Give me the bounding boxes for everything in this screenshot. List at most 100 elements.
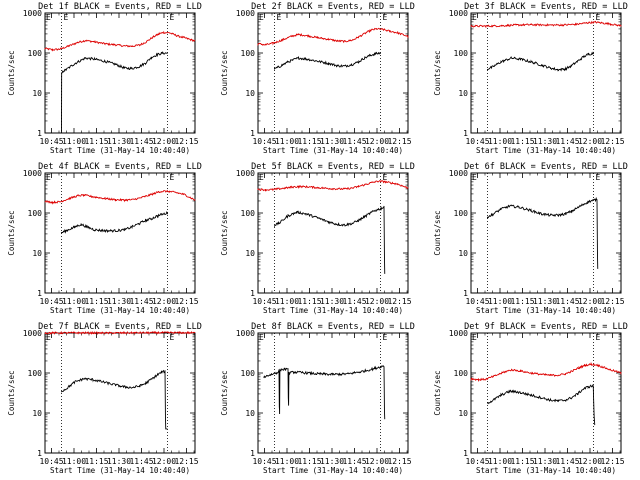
y-axis-title: Counts/sec (7, 370, 16, 415)
y-tick-label: 1 (37, 449, 42, 458)
x-tick-label: 12:00 (578, 457, 602, 466)
y-tick-label: 100 (454, 209, 469, 218)
events-series-line (61, 51, 168, 134)
panel-title: Det 6f BLACK = Events, RED = LLD (464, 162, 628, 172)
plot-frame (257, 332, 409, 454)
lld-series-line (44, 30, 196, 52)
y-tick-label: 1 (37, 129, 42, 138)
y-tick-label: 1 (463, 289, 468, 298)
events-series-line (274, 51, 381, 70)
event-marker-label: E (170, 333, 175, 342)
x-tick-label: 11:30 (320, 137, 344, 146)
x-axis-title: Start Time (31-May-14 10:40:40) (263, 306, 403, 315)
y-axis-title: Counts/sec (433, 50, 442, 95)
x-axis-title: Start Time (31-May-14 10:40:40) (476, 306, 616, 315)
x-axis-title: Start Time (31-May-14 10:40:40) (263, 146, 403, 155)
lld-series-line (470, 20, 622, 29)
x-tick-label: 11:00 (62, 137, 86, 146)
x-tick-label: 11:15 (297, 137, 321, 146)
x-tick-label: 11:45 (129, 137, 153, 146)
x-axis-title: Start Time (31-May-14 10:40:40) (263, 466, 403, 475)
x-tick-label: 10:45 (252, 457, 276, 466)
y-tick-label: 10 (458, 249, 468, 258)
x-tick-label: 10:45 (39, 297, 63, 306)
y-axis-title: Counts/sec (220, 50, 229, 95)
plot-frame (470, 12, 622, 134)
x-tick-label: 12:00 (152, 297, 176, 306)
y-tick-label: 1000 (236, 169, 255, 178)
y-axis-title: Counts/sec (220, 370, 229, 415)
panel-title: Det 7f BLACK = Events, RED = LLD (38, 322, 202, 332)
y-tick-label: 10 (245, 409, 255, 418)
y-tick-label: 100 (28, 209, 43, 218)
x-tick-label: 12:15 (174, 457, 198, 466)
event-marker-label: E (383, 13, 388, 22)
start-marker-label: E (472, 13, 477, 22)
x-tick-label: 10:45 (39, 457, 63, 466)
y-tick-label: 1000 (23, 9, 42, 18)
y-tick-label: 10 (245, 89, 255, 98)
x-tick-label: 11:15 (510, 457, 534, 466)
x-tick-label: 11:30 (107, 457, 131, 466)
y-tick-label: 1 (463, 449, 468, 458)
x-tick-label: 11:00 (62, 457, 86, 466)
y-tick-label: 1 (250, 289, 255, 298)
panel-title: Det 4f BLACK = Events, RED = LLD (38, 162, 202, 172)
panel-title: Det 8f BLACK = Events, RED = LLD (251, 322, 415, 332)
y-axis-title: Counts/sec (433, 210, 442, 255)
y-tick-label: 1 (250, 449, 255, 458)
x-tick-label: 11:45 (129, 297, 153, 306)
x-tick-label: 11:30 (320, 457, 344, 466)
x-tick-label: 11:45 (342, 297, 366, 306)
x-tick-label: 11:00 (275, 457, 299, 466)
x-tick-label: 10:45 (252, 137, 276, 146)
y-tick-label: 1 (37, 289, 42, 298)
start-marker-label: E (46, 173, 51, 182)
x-tick-label: 12:15 (600, 457, 624, 466)
x-axis-title: Start Time (31-May-14 10:40:40) (476, 146, 616, 155)
x-tick-label: 11:15 (297, 297, 321, 306)
start-marker-label: E (259, 13, 264, 22)
x-tick-label: 12:00 (578, 137, 602, 146)
x-tick-label: 12:00 (365, 457, 389, 466)
x-tick-label: 11:00 (62, 297, 86, 306)
x-tick-label: 11:30 (533, 297, 557, 306)
y-tick-label: 100 (28, 369, 43, 378)
y-axis-title: Counts/sec (7, 210, 16, 255)
events-series-line (487, 196, 599, 269)
lld-series-line (470, 361, 622, 382)
start-marker-label: E (46, 333, 51, 342)
plot-frame (44, 172, 196, 294)
start-marker-label: E (472, 173, 477, 182)
panel-title: Det 9f BLACK = Events, RED = LLD (464, 322, 628, 332)
event-marker-label: E (383, 173, 388, 182)
x-tick-label: 12:15 (387, 137, 411, 146)
panel-title: Det 3f BLACK = Events, RED = LLD (464, 2, 628, 12)
panel-title: Det 2f BLACK = Events, RED = LLD (251, 2, 415, 12)
y-tick-label: 10 (32, 409, 42, 418)
x-tick-label: 12:15 (174, 137, 198, 146)
y-tick-label: 1000 (23, 329, 42, 338)
x-tick-label: 12:15 (174, 297, 198, 306)
x-tick-label: 11:15 (297, 457, 321, 466)
event-marker-label: E (383, 333, 388, 342)
y-tick-label: 100 (454, 49, 469, 58)
events-series-line (487, 384, 596, 426)
plot-frame (44, 332, 196, 454)
y-tick-label: 10 (245, 249, 255, 258)
x-tick-label: 10:45 (39, 137, 63, 146)
x-tick-label: 10:45 (465, 457, 489, 466)
y-tick-label: 100 (241, 209, 256, 218)
plot-frame (470, 172, 622, 294)
lld-series-line (257, 27, 409, 46)
event-marker-label: E (596, 13, 601, 22)
start-marker-label: E (46, 13, 51, 22)
